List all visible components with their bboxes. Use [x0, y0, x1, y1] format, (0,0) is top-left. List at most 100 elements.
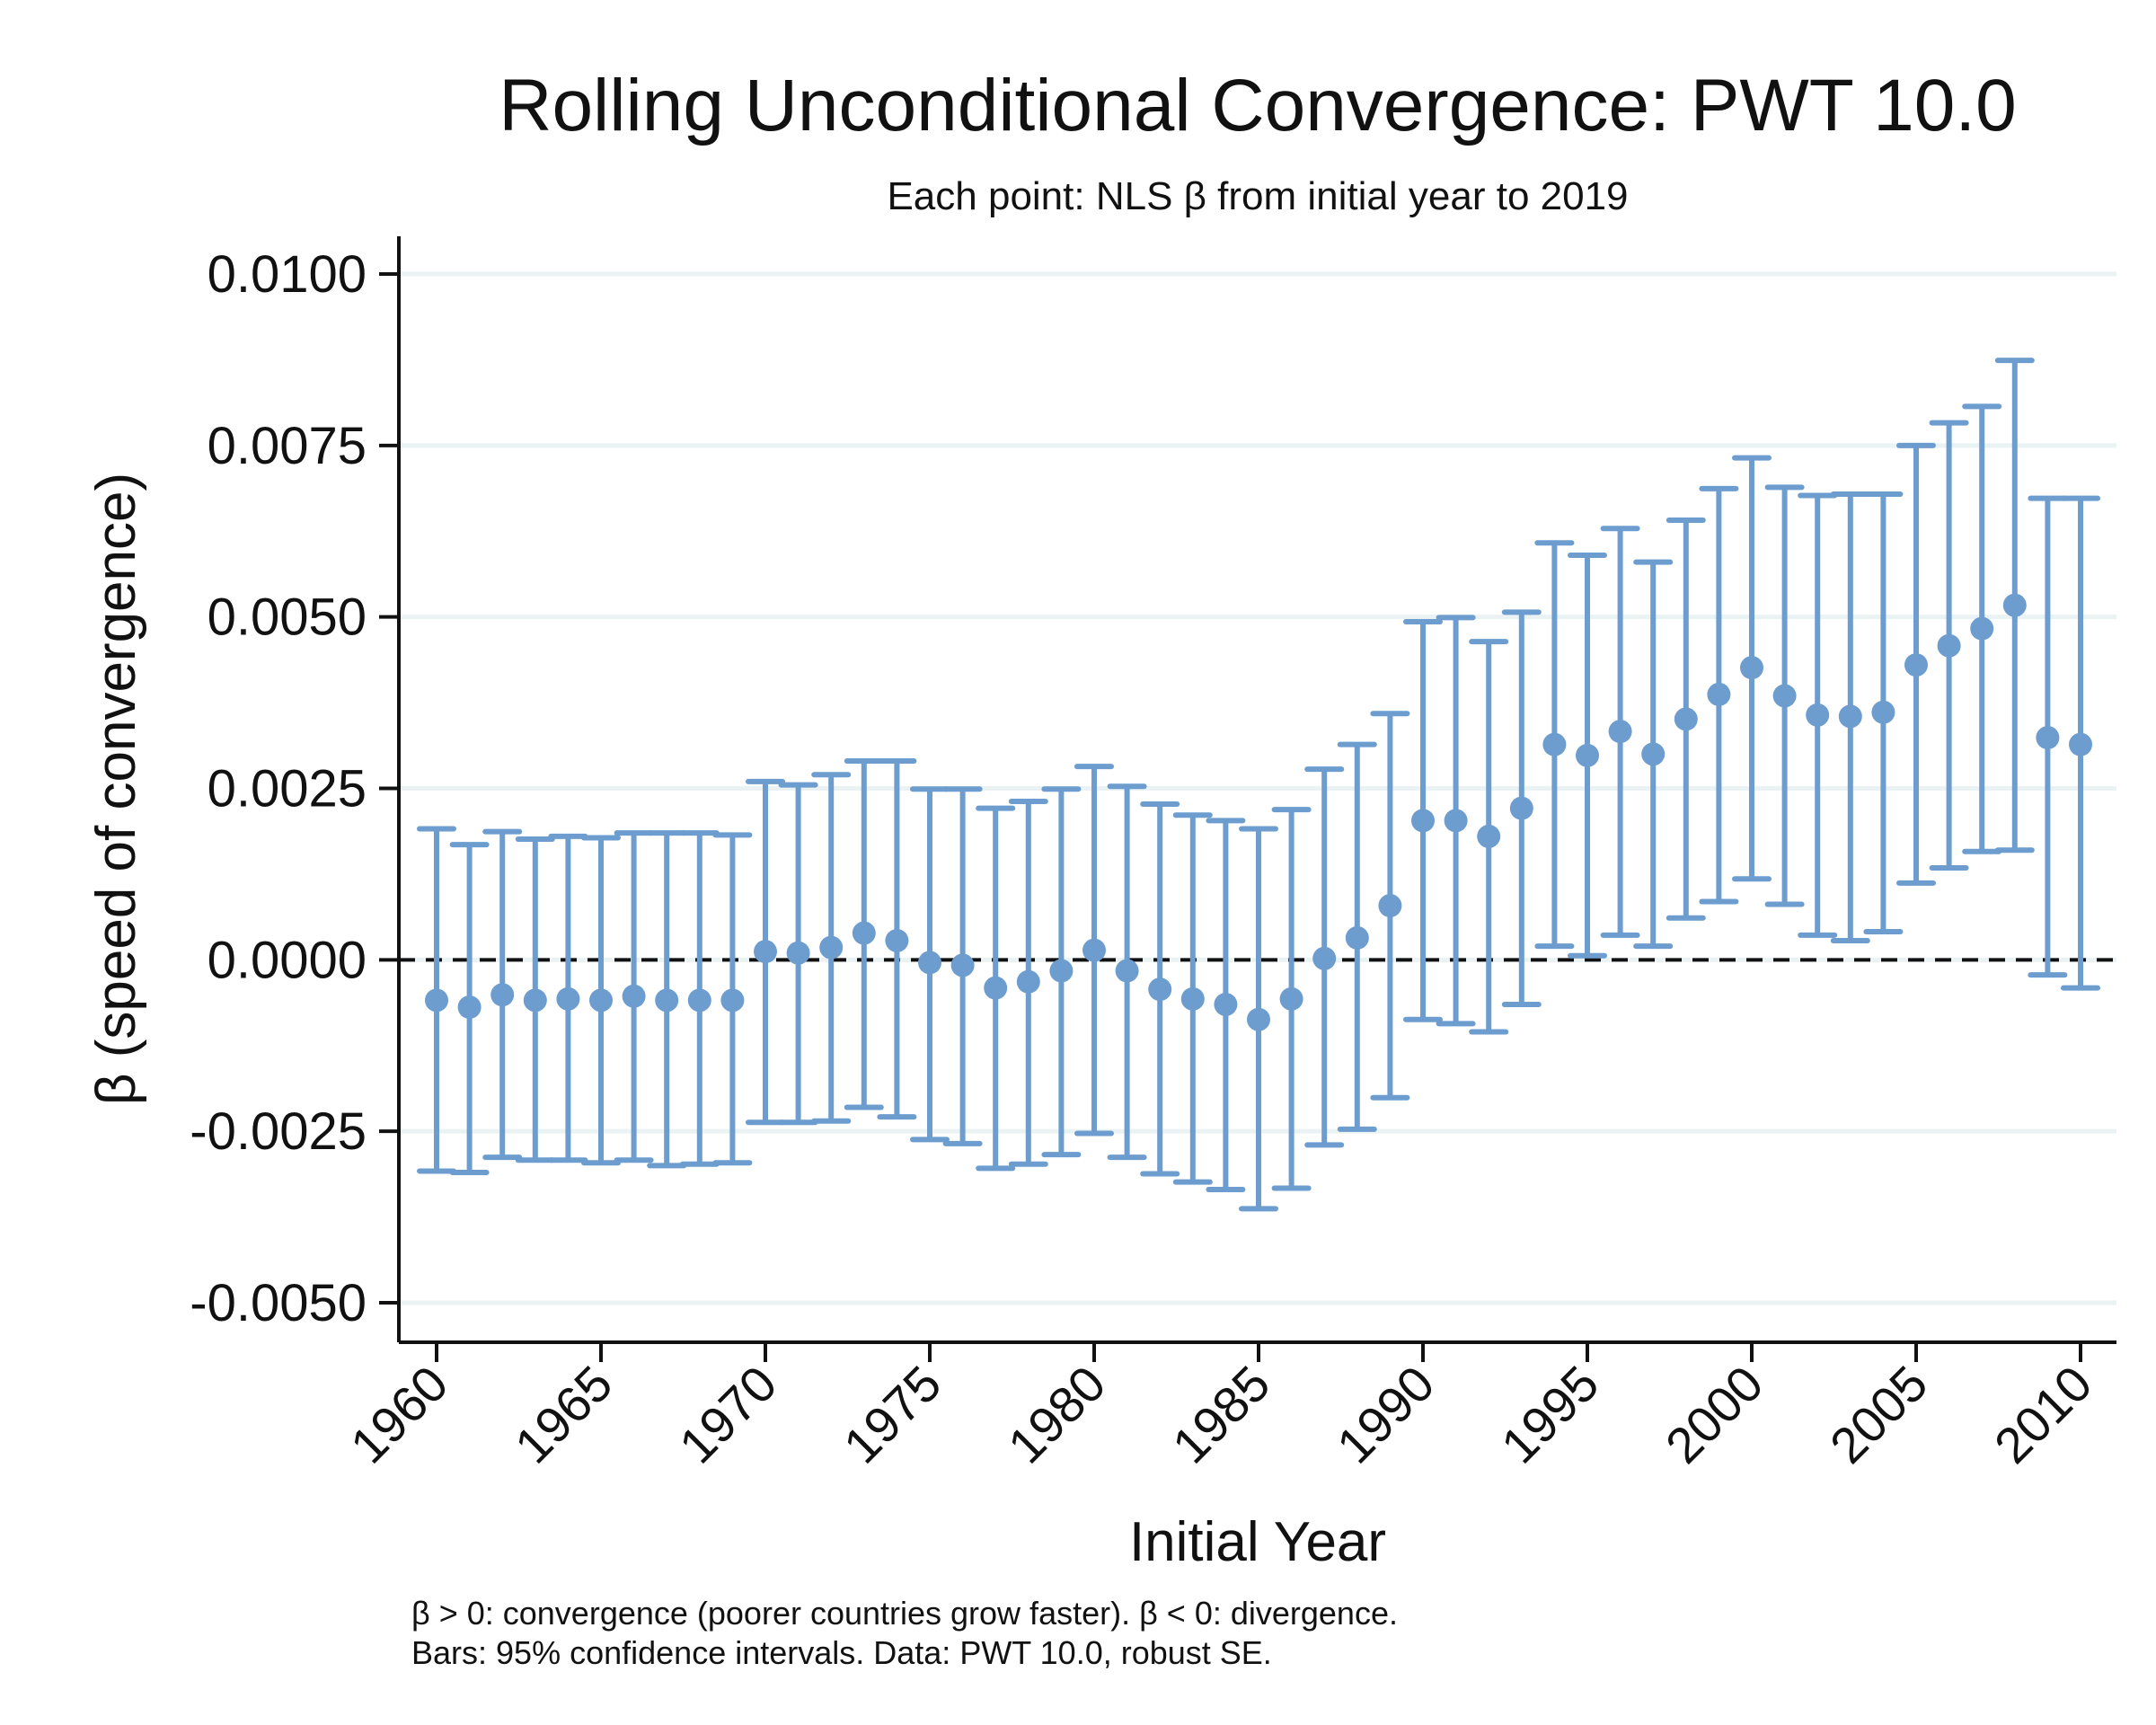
data-point-1988	[1337, 741, 1377, 1132]
data-point-1972	[811, 772, 852, 1124]
data-point-1966	[614, 830, 654, 1163]
beta-marker	[786, 941, 810, 965]
data-point-2003	[1830, 491, 1870, 943]
data-point-2004	[1863, 491, 1904, 935]
data-point-2002	[1798, 492, 1838, 938]
x-tick-label: 2000	[1655, 1355, 1774, 1474]
data-point-2009	[2028, 495, 2068, 978]
y-axis-title: β (speed of convergence)	[85, 473, 147, 1105]
chart-subtitle: Each point: NLS β from initial year to 2…	[887, 174, 1628, 218]
beta-marker	[1247, 1007, 1270, 1031]
data-point-1984	[1206, 818, 1246, 1193]
beta-marker	[1970, 616, 1994, 641]
beta-marker	[1608, 720, 1632, 744]
x-tick-label: 1990	[1326, 1355, 1445, 1474]
data-point-1997	[1633, 559, 1674, 950]
x-tick-label: 2005	[1819, 1355, 1939, 1474]
data-point-2005	[1896, 442, 1936, 886]
y-tick-label: 0.0000	[208, 931, 367, 989]
data-point-2006	[1929, 420, 1969, 871]
data-point-1961	[449, 842, 490, 1175]
y-tick-label: 0.0050	[208, 588, 367, 647]
data-point-2007	[1962, 403, 2002, 854]
data-point-1968	[679, 830, 720, 1167]
beta-marker	[1082, 938, 1106, 962]
data-point-2010	[2061, 495, 2100, 991]
beta-marker	[1904, 653, 1928, 677]
y-tick-label: 0.0075	[208, 417, 367, 475]
data-point-1987	[1304, 766, 1345, 1148]
beta-marker	[1016, 969, 1040, 994]
beta-marker	[457, 995, 482, 1020]
x-tick-label: 1960	[340, 1355, 459, 1474]
beta-marker	[1871, 700, 1895, 724]
data-point-1975	[910, 786, 950, 1143]
data-point-1973	[844, 757, 884, 1110]
beta-marker	[754, 940, 777, 964]
data-point-1967	[647, 830, 687, 1169]
beta-marker	[523, 988, 547, 1013]
beta-marker	[1279, 986, 1303, 1011]
beta-marker	[1312, 946, 1337, 970]
x-tick-label: 1970	[668, 1355, 788, 1474]
data-point-1970	[746, 778, 785, 1126]
data-point-1991	[1436, 615, 1476, 1027]
beta-marker	[1444, 809, 1468, 833]
beta-marker	[589, 988, 613, 1013]
data-point-1994	[1534, 540, 1575, 950]
beta-marker	[1772, 684, 1797, 708]
beta-marker	[2069, 732, 2092, 756]
beta-marker	[2036, 726, 2060, 750]
beta-marker	[687, 988, 711, 1013]
beta-marker	[918, 951, 941, 975]
beta-marker	[1411, 809, 1435, 833]
data-point-1998	[1666, 518, 1706, 921]
data-point-1992	[1469, 639, 1509, 1035]
x-tick-label: 2010	[1984, 1355, 2103, 1474]
beta-marker	[1838, 704, 1862, 729]
data-point-1965	[581, 835, 621, 1166]
data-point-1993	[1501, 609, 1542, 1007]
data-point-1974	[877, 757, 917, 1120]
beta-marker	[1937, 633, 1961, 658]
beta-marker	[1740, 656, 1763, 680]
data-point-1964	[548, 833, 588, 1163]
x-tick-label: 1965	[504, 1355, 623, 1474]
data-point-2001	[1764, 484, 1805, 907]
data-point-2000	[1732, 455, 1772, 882]
x-tick-label: 1985	[1162, 1355, 1281, 1474]
beta-marker	[1148, 978, 1172, 1002]
data-point-1977	[976, 805, 1016, 1172]
data-point-1971	[778, 782, 818, 1126]
x-axis-title: Initial Year	[1129, 1511, 1386, 1573]
data-point-1969	[712, 832, 753, 1166]
beta-marker	[1214, 992, 1238, 1016]
data-point-1978	[1008, 799, 1048, 1167]
beta-marker	[1477, 824, 1501, 848]
data-points	[417, 358, 2100, 1212]
beta-marker	[819, 935, 844, 960]
beta-marker	[1576, 743, 1599, 767]
beta-marker	[1180, 986, 1205, 1011]
beta-marker	[1707, 682, 1731, 706]
beta-marker	[490, 983, 515, 1007]
beta-marker	[1049, 959, 1074, 983]
beta-marker	[556, 986, 580, 1011]
data-point-1982	[1140, 801, 1180, 1177]
data-point-1981	[1107, 783, 1147, 1161]
data-point-1999	[1699, 485, 1739, 905]
y-axis: 0.0100 0.0075 0.0050 0.0025 0.0000 -0.0025 -0.…	[190, 236, 401, 1342]
beta-marker	[1674, 707, 1698, 731]
x-axis: 1960 1965 1970 1975 1980 1985 1990 1995 2000 2005…	[340, 1340, 2116, 1474]
x-tick-label: 1980	[997, 1355, 1117, 1474]
beta-marker	[885, 928, 909, 952]
data-point-1980	[1074, 764, 1114, 1137]
note-line-2: Bars: 95% confidence intervals. Data: PW…	[411, 1634, 1272, 1671]
note-line-1: β > 0: convergence (poorer countries gro…	[411, 1595, 1398, 1632]
beta-marker	[1378, 894, 1402, 918]
y-tick-label: 0.0025	[208, 760, 367, 818]
data-point-1995	[1568, 552, 1607, 959]
data-point-1989	[1370, 711, 1410, 1101]
beta-marker	[1806, 703, 1830, 727]
